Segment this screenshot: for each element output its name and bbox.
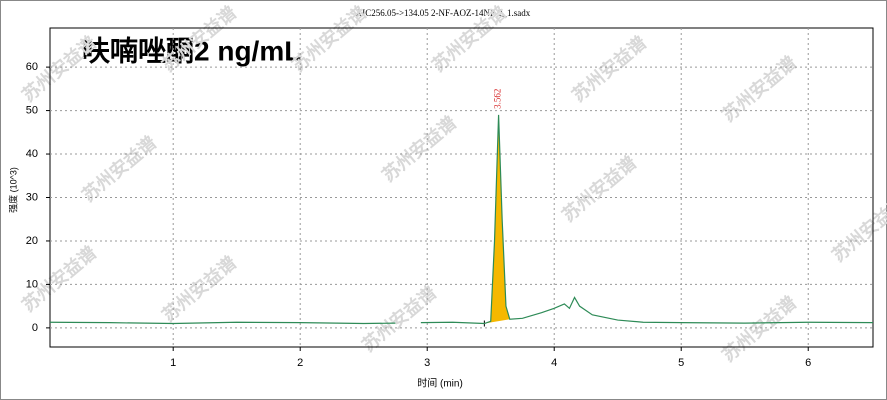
peak-label: 3.562 (493, 89, 503, 109)
x-axis-label: 时间 (min) (417, 377, 463, 390)
y-tick-label: 60 (26, 61, 38, 73)
x-tick-label: 4 (551, 357, 557, 369)
y-tick-label: 40 (26, 148, 38, 160)
y-tick-label: 10 (26, 278, 38, 290)
plot-area (49, 27, 874, 348)
x-tick-label: 3 (424, 357, 430, 369)
x-tick-label: 2 (297, 357, 303, 369)
x-tick-label: 5 (678, 357, 684, 369)
x-tick-label: 1 (170, 357, 176, 369)
x-tick-label: 6 (805, 357, 811, 369)
y-tick-label: 0 (32, 322, 38, 334)
annotation: 呋喃唑酮2 ng/mL (82, 35, 301, 66)
y-axis-label: 强度 (10^3) (7, 167, 18, 213)
chart-title: XIC256.05->134.05 2-NF-AOZ-14NP-2_1.sadx (356, 8, 531, 18)
y-tick-label: 20 (26, 235, 38, 247)
y-tick-label: 30 (26, 191, 38, 203)
y-tick-label: 50 (26, 104, 38, 116)
series-line (49, 114, 874, 325)
peak-area (484, 114, 510, 324)
